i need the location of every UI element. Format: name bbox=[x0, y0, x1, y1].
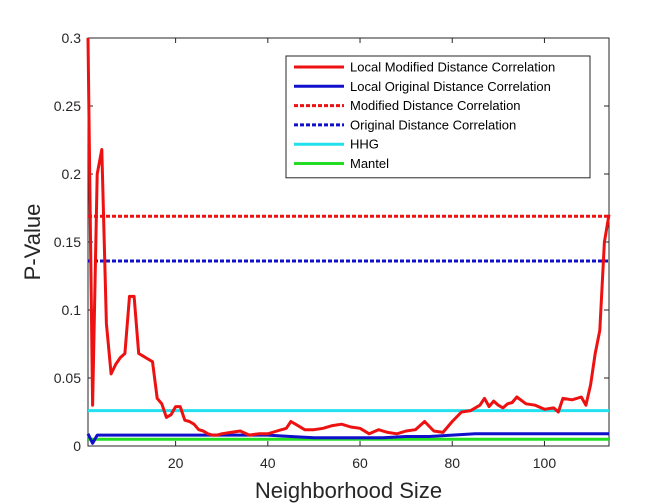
legend-entry-label: Original Distance Correlation bbox=[350, 117, 516, 132]
x-tick-label: 80 bbox=[444, 455, 460, 471]
y-tick-label: 0.05 bbox=[54, 370, 81, 386]
x-axis: 20 40 60 80 100 bbox=[168, 38, 557, 471]
y-axis: 0 0.05 0.1 0.15 0.2 0.25 0.3 bbox=[54, 30, 609, 454]
y-tick-label: 0 bbox=[73, 438, 81, 454]
x-tick-label: 20 bbox=[168, 455, 184, 471]
series-line-local-original-distance-correlation bbox=[86, 432, 609, 445]
legend-entry-label: HHG bbox=[350, 137, 379, 152]
legend-box bbox=[285, 55, 591, 179]
series-layer bbox=[86, 37, 611, 445]
x-tick-label: 100 bbox=[533, 455, 557, 471]
legend: Local Modified Distance Correlation Local… bbox=[285, 55, 591, 179]
legend-entry-label: Local Modified Distance Correlation bbox=[350, 60, 555, 75]
y-tick-label: 0.25 bbox=[54, 98, 81, 114]
y-tick-label: 0.3 bbox=[62, 30, 82, 46]
x-tick-label: 60 bbox=[352, 455, 368, 471]
legend-entry-label: Local Original Distance Correlation bbox=[350, 79, 551, 94]
y-tick-label: 0.1 bbox=[62, 302, 82, 318]
x-tick-label: 40 bbox=[260, 455, 276, 471]
legend-entry-label: Modified Distance Correlation bbox=[350, 98, 521, 113]
y-tick-label: 0.15 bbox=[54, 234, 81, 250]
y-axis-label: P-Value bbox=[20, 204, 45, 281]
legend-entry-label: Mantel bbox=[350, 156, 389, 171]
y-tick-label: 0.2 bbox=[62, 166, 82, 182]
x-axis-label: Neighborhood Size bbox=[255, 478, 442, 503]
series-line-local-modified-distance-correlation bbox=[86, 37, 611, 437]
